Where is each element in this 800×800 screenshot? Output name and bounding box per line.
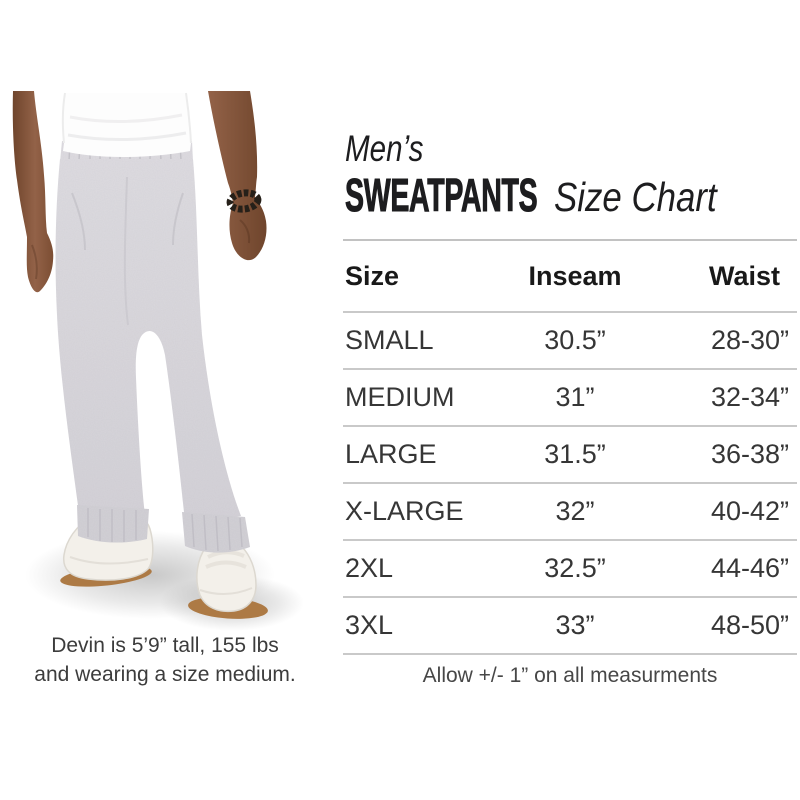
t-shirt [61, 92, 192, 157]
model-caption-line2: and wearing a size medium. [34, 663, 296, 686]
column-header-inseam: Inseam [528, 260, 622, 291]
size-cell: 3XL [345, 610, 394, 640]
waist-cell: 32-34” [710, 382, 789, 412]
waist-cell: 40-42” [710, 496, 789, 526]
waist-cell: 44-46” [710, 553, 789, 583]
table-row-3xl: 3XL 33” 48-50” [343, 598, 797, 655]
title-prefix: Men’s [345, 128, 424, 169]
model-photo-illustration [12, 91, 304, 631]
bead-bracelet [226, 189, 262, 213]
size-chart-panel: Men’s SWEATPANTS Size Chart Size Inseam … [343, 0, 797, 800]
right-shoe [188, 540, 268, 619]
right-cuff [182, 512, 250, 553]
size-table: Size Inseam Waist SMALL 30.5” 28-30” MED… [343, 239, 797, 655]
table-row-small: SMALL 30.5” 28-30” [343, 313, 797, 370]
title-brand: SWEATPANTS [345, 169, 538, 221]
table-header-row: Size Inseam Waist [343, 241, 797, 313]
model-caption-line1: Devin is 5’9” tall, 155 lbs [51, 634, 279, 657]
size-cell: X-LARGE [345, 496, 464, 526]
right-arm [208, 91, 267, 261]
page-title: Men’s SWEATPANTS Size Chart [345, 127, 745, 221]
inseam-cell: 32” [555, 496, 595, 526]
left-arm [12, 91, 54, 293]
inseam-cell: 31.5” [544, 439, 606, 469]
table-row-medium: MEDIUM 31” 32-34” [343, 370, 797, 427]
size-cell: MEDIUM [345, 382, 455, 412]
table-row-xlarge: X-LARGE 32” 40-42” [343, 484, 797, 541]
tolerance-footnote: Allow +/- 1” on all measurments [422, 664, 718, 687]
waist-cell: 48-50” [710, 610, 789, 640]
waist-cell: 28-30” [710, 325, 789, 355]
table-row-2xl: 2XL 32.5” 44-46” [343, 541, 797, 598]
size-cell: LARGE [345, 439, 437, 469]
model-caption: Devin is 5’9” tall, 155 lbs and wearing … [0, 631, 330, 689]
inseam-cell: 32.5” [544, 553, 606, 583]
left-cuff [77, 505, 149, 543]
sweatpants [55, 140, 250, 553]
size-cell: SMALL [345, 325, 434, 355]
inseam-cell: 33” [555, 610, 595, 640]
waist-cell: 36-38” [710, 439, 789, 469]
inseam-cell: 31” [555, 382, 595, 412]
column-header-size: Size [345, 260, 400, 291]
pants-body [55, 159, 241, 522]
title-suffix: Size Chart [553, 174, 717, 220]
inseam-cell: 30.5” [544, 325, 606, 355]
table-row-large: LARGE 31.5” 36-38” [343, 427, 797, 484]
column-header-waist: Waist [708, 260, 780, 291]
size-cell: 2XL [345, 553, 394, 583]
